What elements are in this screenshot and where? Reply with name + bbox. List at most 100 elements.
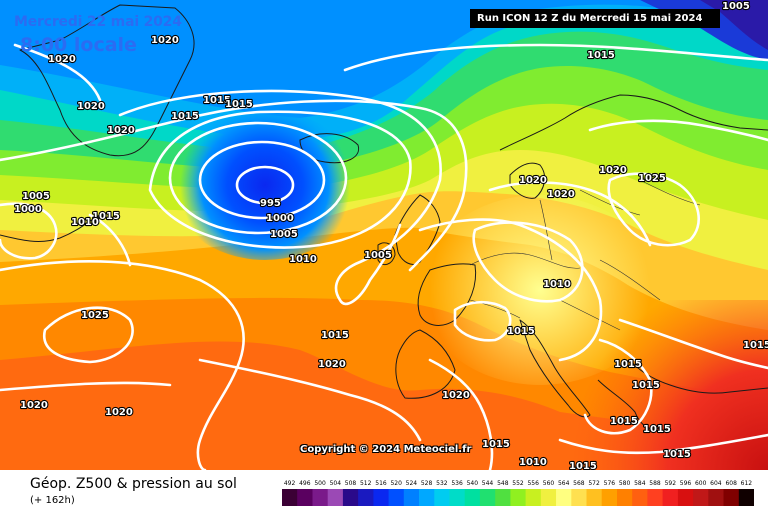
pressure-label: 1020 (519, 175, 547, 186)
scale-tick-label: 592 (665, 480, 677, 487)
pressure-label: 1015 (614, 359, 642, 370)
scale-swatch (434, 489, 450, 506)
pressure-label: 1015 (482, 439, 510, 450)
pressure-label: 1000 (14, 204, 42, 215)
pressure-label: 1015 (92, 211, 120, 222)
copyright-notice: Copyright © 2024 Meteociel.fr (300, 444, 472, 455)
coastlines (0, 4, 768, 430)
scale-swatch (282, 489, 298, 506)
scale-tick-label: 508 (345, 480, 357, 487)
scale-swatch (464, 489, 481, 506)
pressure-label: 1020 (599, 165, 627, 176)
geopotential-field (0, 0, 768, 470)
pressure-label: 1015 (663, 449, 691, 460)
pressure-label: 1015 (610, 416, 638, 427)
pressure-label: 1005 (270, 229, 298, 240)
pressure-label: 1020 (442, 390, 470, 401)
pressure-label: 1020 (318, 359, 346, 370)
pressure-label: 995 (260, 198, 281, 209)
scale-swatch (677, 489, 694, 506)
pressure-label: 1025 (638, 173, 666, 184)
scale-tick-label: 520 (390, 480, 402, 487)
pressure-label: 1015 (203, 95, 231, 106)
scale-swatch (449, 489, 466, 506)
scale-swatch (495, 489, 511, 506)
pressure-label: 1020 (107, 125, 135, 136)
legend-title: Géop. Z500 & pression au sol (30, 476, 237, 492)
weather-map: 1005 1020 1020 1020 1015 1015 1015 1020 … (0, 0, 768, 470)
scale-swatch (419, 489, 435, 506)
scale-swatch (662, 489, 679, 506)
country-borders (469, 179, 701, 331)
scale-swatch (556, 489, 572, 506)
pressure-label: 1005 (364, 250, 392, 261)
scale-tick-label: 588 (649, 480, 661, 487)
scale-tick-label: 568 (573, 480, 585, 487)
forecast-hour: 8:00 locale (20, 34, 137, 56)
scale-swatch (693, 489, 709, 506)
scale-tick-label: 524 (406, 480, 418, 487)
scale-swatch (586, 489, 603, 506)
scale-swatch (571, 489, 587, 506)
pressure-label: 1020 (77, 101, 105, 112)
scale-tick-label: 560 (543, 480, 555, 487)
pressure-label: 1015 (171, 111, 199, 122)
scale-tick-label: 532 (436, 480, 448, 487)
scale-tick-label: 580 (619, 480, 631, 487)
scale-tick-label: 492 (284, 480, 296, 487)
scale-tick-label: 528 (421, 480, 433, 487)
map-legend: Géop. Z500 & pression au sol (+ 162h) 49… (0, 470, 768, 512)
scale-tick-label: 544 (482, 480, 494, 487)
scale-tick-label: 552 (512, 480, 524, 487)
scale-swatch (617, 489, 633, 506)
scale-swatch (403, 489, 420, 506)
pressure-label: 1020 (48, 54, 76, 65)
isobars (0, 43, 768, 470)
pressure-label: 1010 (71, 217, 99, 228)
scale-tick-label: 576 (604, 480, 616, 487)
pressure-label: 1015 (507, 326, 535, 337)
pressure-label: 1010 (289, 254, 317, 265)
color-scale: 492 496 500 504 508 512 516 520 524 528 532 536 540 5… (282, 480, 754, 506)
scale-tick-label: 496 (299, 480, 311, 487)
scale-swatch (312, 489, 329, 506)
pressure-label: 1020 (105, 407, 133, 418)
scale-tick-label: 612 (741, 480, 753, 487)
pressure-label: 1015 (743, 340, 768, 351)
pressure-label: 1025 (81, 310, 109, 321)
scale-tick-label: 548 (497, 480, 509, 487)
scale-swatch (708, 489, 724, 506)
scale-swatch (525, 489, 542, 506)
pressure-label: 1015 (643, 424, 671, 435)
scale-tick-label: 604 (710, 480, 722, 487)
scale-swatch (510, 489, 526, 506)
pressure-label: 1015 (321, 330, 349, 341)
scale-tick-label: 504 (330, 480, 342, 487)
pressure-label: 1015 (569, 461, 597, 470)
scale-swatch (479, 489, 496, 506)
pressure-labels: 1005 1020 1020 1020 1015 1015 1015 1020 … (13, 0, 768, 470)
scale-tick-label: 556 (527, 480, 539, 487)
scale-tick-label: 600 (695, 480, 707, 487)
pressure-label: 1005 (22, 191, 50, 202)
scale-swatch (342, 489, 359, 506)
scale-tick-label: 564 (558, 480, 570, 487)
scale-tick-label: 516 (375, 480, 387, 487)
scale-tick-label: 500 (314, 480, 326, 487)
scale-swatch (632, 489, 648, 506)
forecast-date: Mercredi 22 mai 2024 (14, 14, 182, 30)
pressure-label: 1010 (543, 279, 571, 290)
scale-swatch (723, 489, 740, 506)
scale-tick-label: 572 (588, 480, 600, 487)
scale-swatch (358, 489, 374, 506)
scale-tick-label: 540 (467, 480, 479, 487)
scale-swatch (297, 489, 313, 506)
scale-swatch (647, 489, 663, 506)
pressure-label: 1020 (20, 400, 48, 411)
pressure-label: 1010 (519, 457, 547, 468)
scale-swatch (540, 489, 557, 506)
scale-tick-label: 512 (360, 480, 372, 487)
scale-tick-label: 536 (451, 480, 463, 487)
scale-tick-label: 608 (725, 480, 737, 487)
